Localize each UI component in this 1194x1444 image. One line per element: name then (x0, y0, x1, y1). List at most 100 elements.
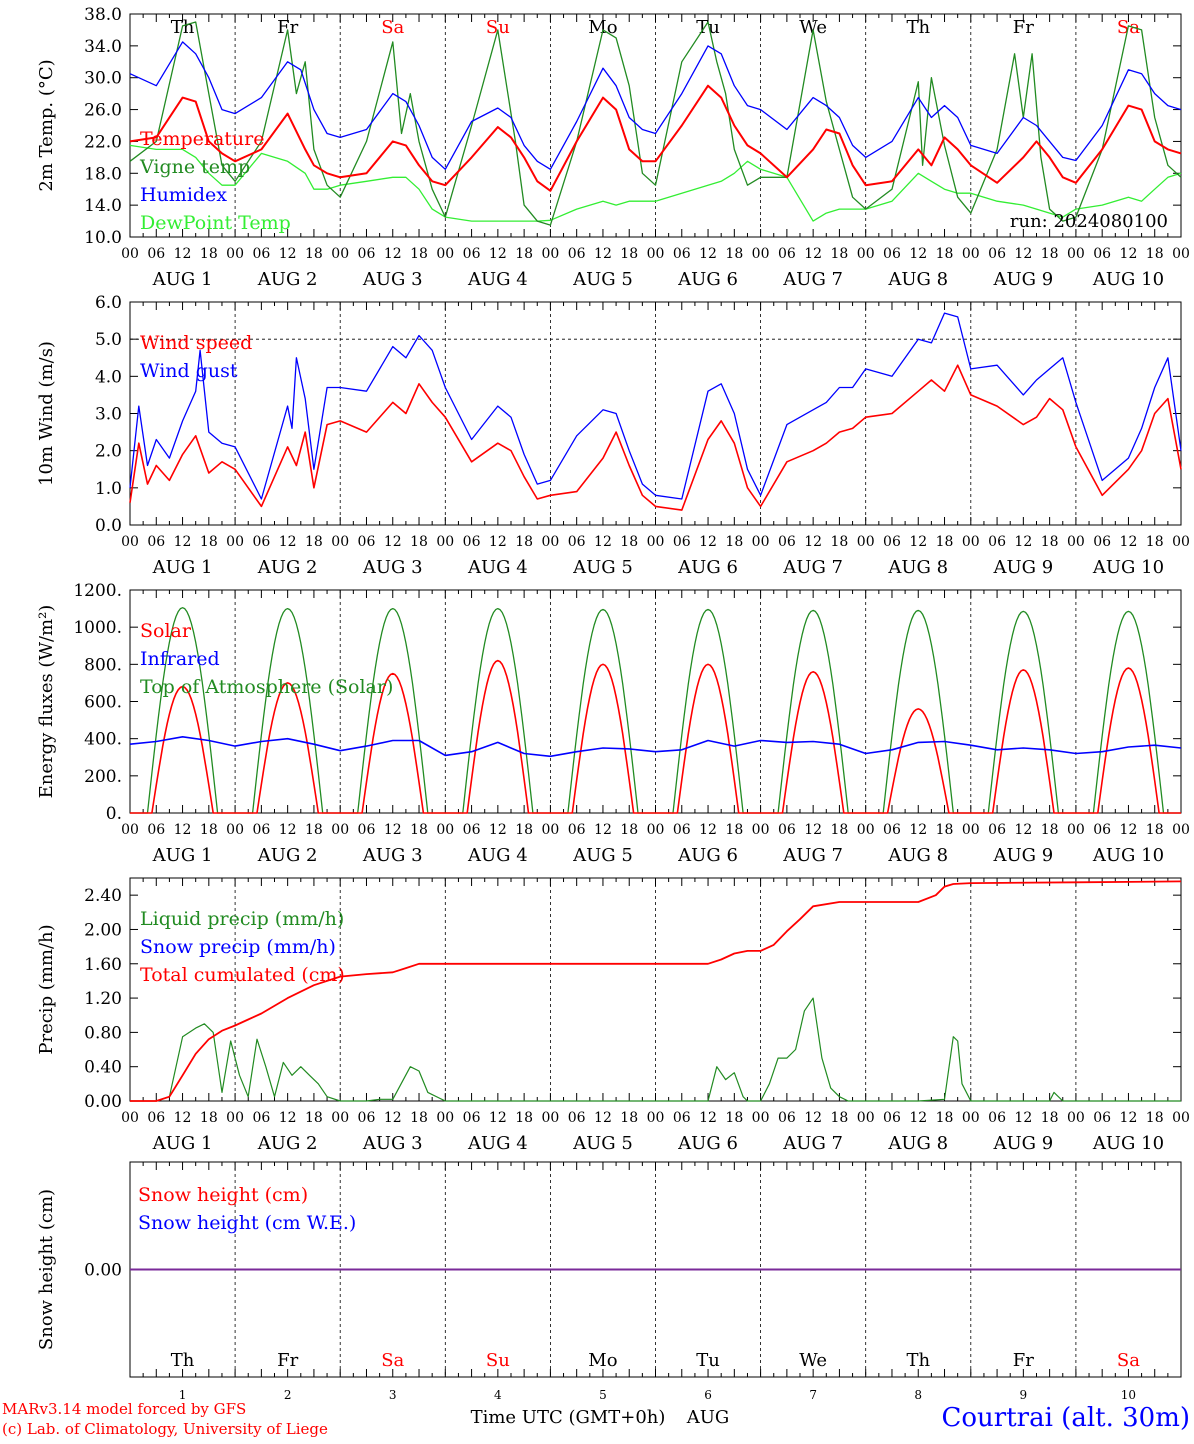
hour-tick-label: 06 (147, 246, 165, 262)
hour-tick-label: 12 (279, 822, 297, 838)
hour-tick-label: 12 (909, 1110, 927, 1126)
date-label: AUG 2 (257, 269, 318, 290)
hour-tick-label: 06 (568, 534, 586, 550)
hour-tick-label: 06 (568, 822, 586, 838)
hour-tick-label: 06 (568, 1110, 586, 1126)
weekday-label: Fr (277, 17, 298, 38)
hour-tick-label: 00 (226, 246, 244, 262)
legend-entry: Snow height (cm W.E.) (138, 1212, 356, 1234)
day-number-label: 9 (1020, 1388, 1028, 1402)
hour-tick-label: 06 (358, 534, 376, 550)
hour-tick-label: 06 (883, 246, 901, 262)
hour-tick-label: 06 (252, 1110, 270, 1126)
legend-entry: Total cumulated (cm) (140, 964, 345, 986)
series-line-humidex (129, 41, 1182, 170)
hour-tick-label: 06 (147, 1110, 165, 1126)
date-label: AUG 10 (1092, 845, 1164, 866)
hour-tick-label: 00 (647, 1110, 665, 1126)
hour-tick-label: 12 (489, 1110, 507, 1126)
hour-tick-label: 06 (1093, 246, 1111, 262)
y-tick-label: 1200. (73, 581, 122, 601)
hour-tick-label: 12 (594, 534, 612, 550)
hour-tick-label: 06 (778, 534, 796, 550)
hour-tick-label: 00 (121, 534, 139, 550)
hour-tick-label: 06 (778, 822, 796, 838)
weekday-label: Th (906, 1350, 930, 1371)
hour-tick-label: 12 (174, 534, 192, 550)
hour-tick-label: 12 (1014, 1110, 1032, 1126)
hour-tick-label: 06 (988, 1110, 1006, 1126)
hour-tick-label: 12 (1014, 246, 1032, 262)
date-label: AUG 1 (152, 1133, 213, 1154)
date-label: AUG 4 (467, 845, 528, 866)
hour-tick-label: 18 (410, 1110, 428, 1126)
hour-tick-label: 12 (279, 534, 297, 550)
hour-tick-label: 18 (1041, 822, 1059, 838)
hour-tick-label: 12 (1014, 534, 1032, 550)
hour-tick-label: 00 (541, 246, 559, 262)
series-line-wind-gust (129, 312, 1182, 500)
hour-tick-label: 06 (147, 822, 165, 838)
hour-tick-label: 00 (962, 822, 980, 838)
hour-tick-label: 06 (568, 246, 586, 262)
hour-tick-label: 18 (620, 534, 638, 550)
hour-tick-label: 12 (1014, 822, 1032, 838)
hour-tick-label: 18 (1146, 534, 1164, 550)
legend-entry: Liquid precip (mm/h) (140, 908, 344, 930)
date-label: AUG 9 (992, 269, 1053, 290)
y-tick-label: 800. (84, 655, 122, 675)
hour-tick-label: 06 (1093, 534, 1111, 550)
legend-entry: DewPoint Temp (140, 212, 291, 234)
hour-tick-label: 00 (226, 534, 244, 550)
y-axis-title: Energy fluxes (W/m²) (36, 605, 57, 799)
date-label: AUG 8 (887, 845, 948, 866)
hour-tick-label: 12 (1120, 1110, 1138, 1126)
footer-model-credit: MARv3.14 model forced by GFS (2, 1400, 246, 1418)
hour-tick-label: 18 (620, 822, 638, 838)
date-label: AUG 9 (992, 1133, 1053, 1154)
y-tick-label: 1000. (73, 618, 122, 638)
date-label: AUG 6 (677, 845, 738, 866)
hour-tick-label: 12 (699, 822, 717, 838)
hour-tick-label: 18 (305, 246, 323, 262)
hour-tick-label: 12 (699, 1110, 717, 1126)
y-tick-label: 18.0 (84, 164, 122, 184)
hour-tick-label: 06 (673, 534, 691, 550)
y-tick-label: 0.0 (95, 516, 122, 536)
weekday-label: Tu (696, 17, 720, 38)
hour-tick-label: 18 (1146, 822, 1164, 838)
hour-tick-label: 06 (463, 1110, 481, 1126)
y-tick-label: 2.0 (95, 442, 122, 462)
hour-tick-label: 18 (515, 1110, 533, 1126)
series-line-total-cumulated (130, 880, 1182, 1102)
plot-frame-2 (129, 589, 1182, 814)
hour-tick-label: 06 (778, 1110, 796, 1126)
hour-tick-label: 00 (962, 246, 980, 262)
hour-tick-label: 12 (1120, 246, 1138, 262)
hour-tick-label: 12 (384, 246, 402, 262)
hour-tick-label: 12 (279, 246, 297, 262)
hour-tick-label: 00 (647, 822, 665, 838)
y-axis-title: Snow height (cm) (36, 1189, 57, 1350)
hour-tick-label: 18 (305, 534, 323, 550)
hour-tick-label: 00 (962, 534, 980, 550)
hour-tick-label: 00 (436, 246, 454, 262)
hour-tick-label: 06 (463, 534, 481, 550)
hour-tick-label: 12 (174, 1110, 192, 1126)
series-line-solar (130, 659, 1181, 814)
weekday-label: Sa (381, 17, 404, 38)
date-label: AUG 1 (152, 557, 213, 578)
date-label: AUG 9 (992, 557, 1053, 578)
hour-tick-label: 18 (936, 534, 954, 550)
hour-tick-label: 06 (358, 822, 376, 838)
weekday-label: Sa (1117, 1350, 1140, 1371)
hour-tick-label: 12 (384, 534, 402, 550)
hour-tick-label: 00 (1067, 534, 1085, 550)
hour-tick-label: 00 (1067, 1110, 1085, 1126)
date-label: AUG 2 (257, 1133, 318, 1154)
date-label: AUG 8 (887, 269, 948, 290)
hour-tick-label: 00 (857, 1110, 875, 1126)
date-label: AUG 5 (572, 1133, 633, 1154)
date-label: AUG 6 (677, 1133, 738, 1154)
